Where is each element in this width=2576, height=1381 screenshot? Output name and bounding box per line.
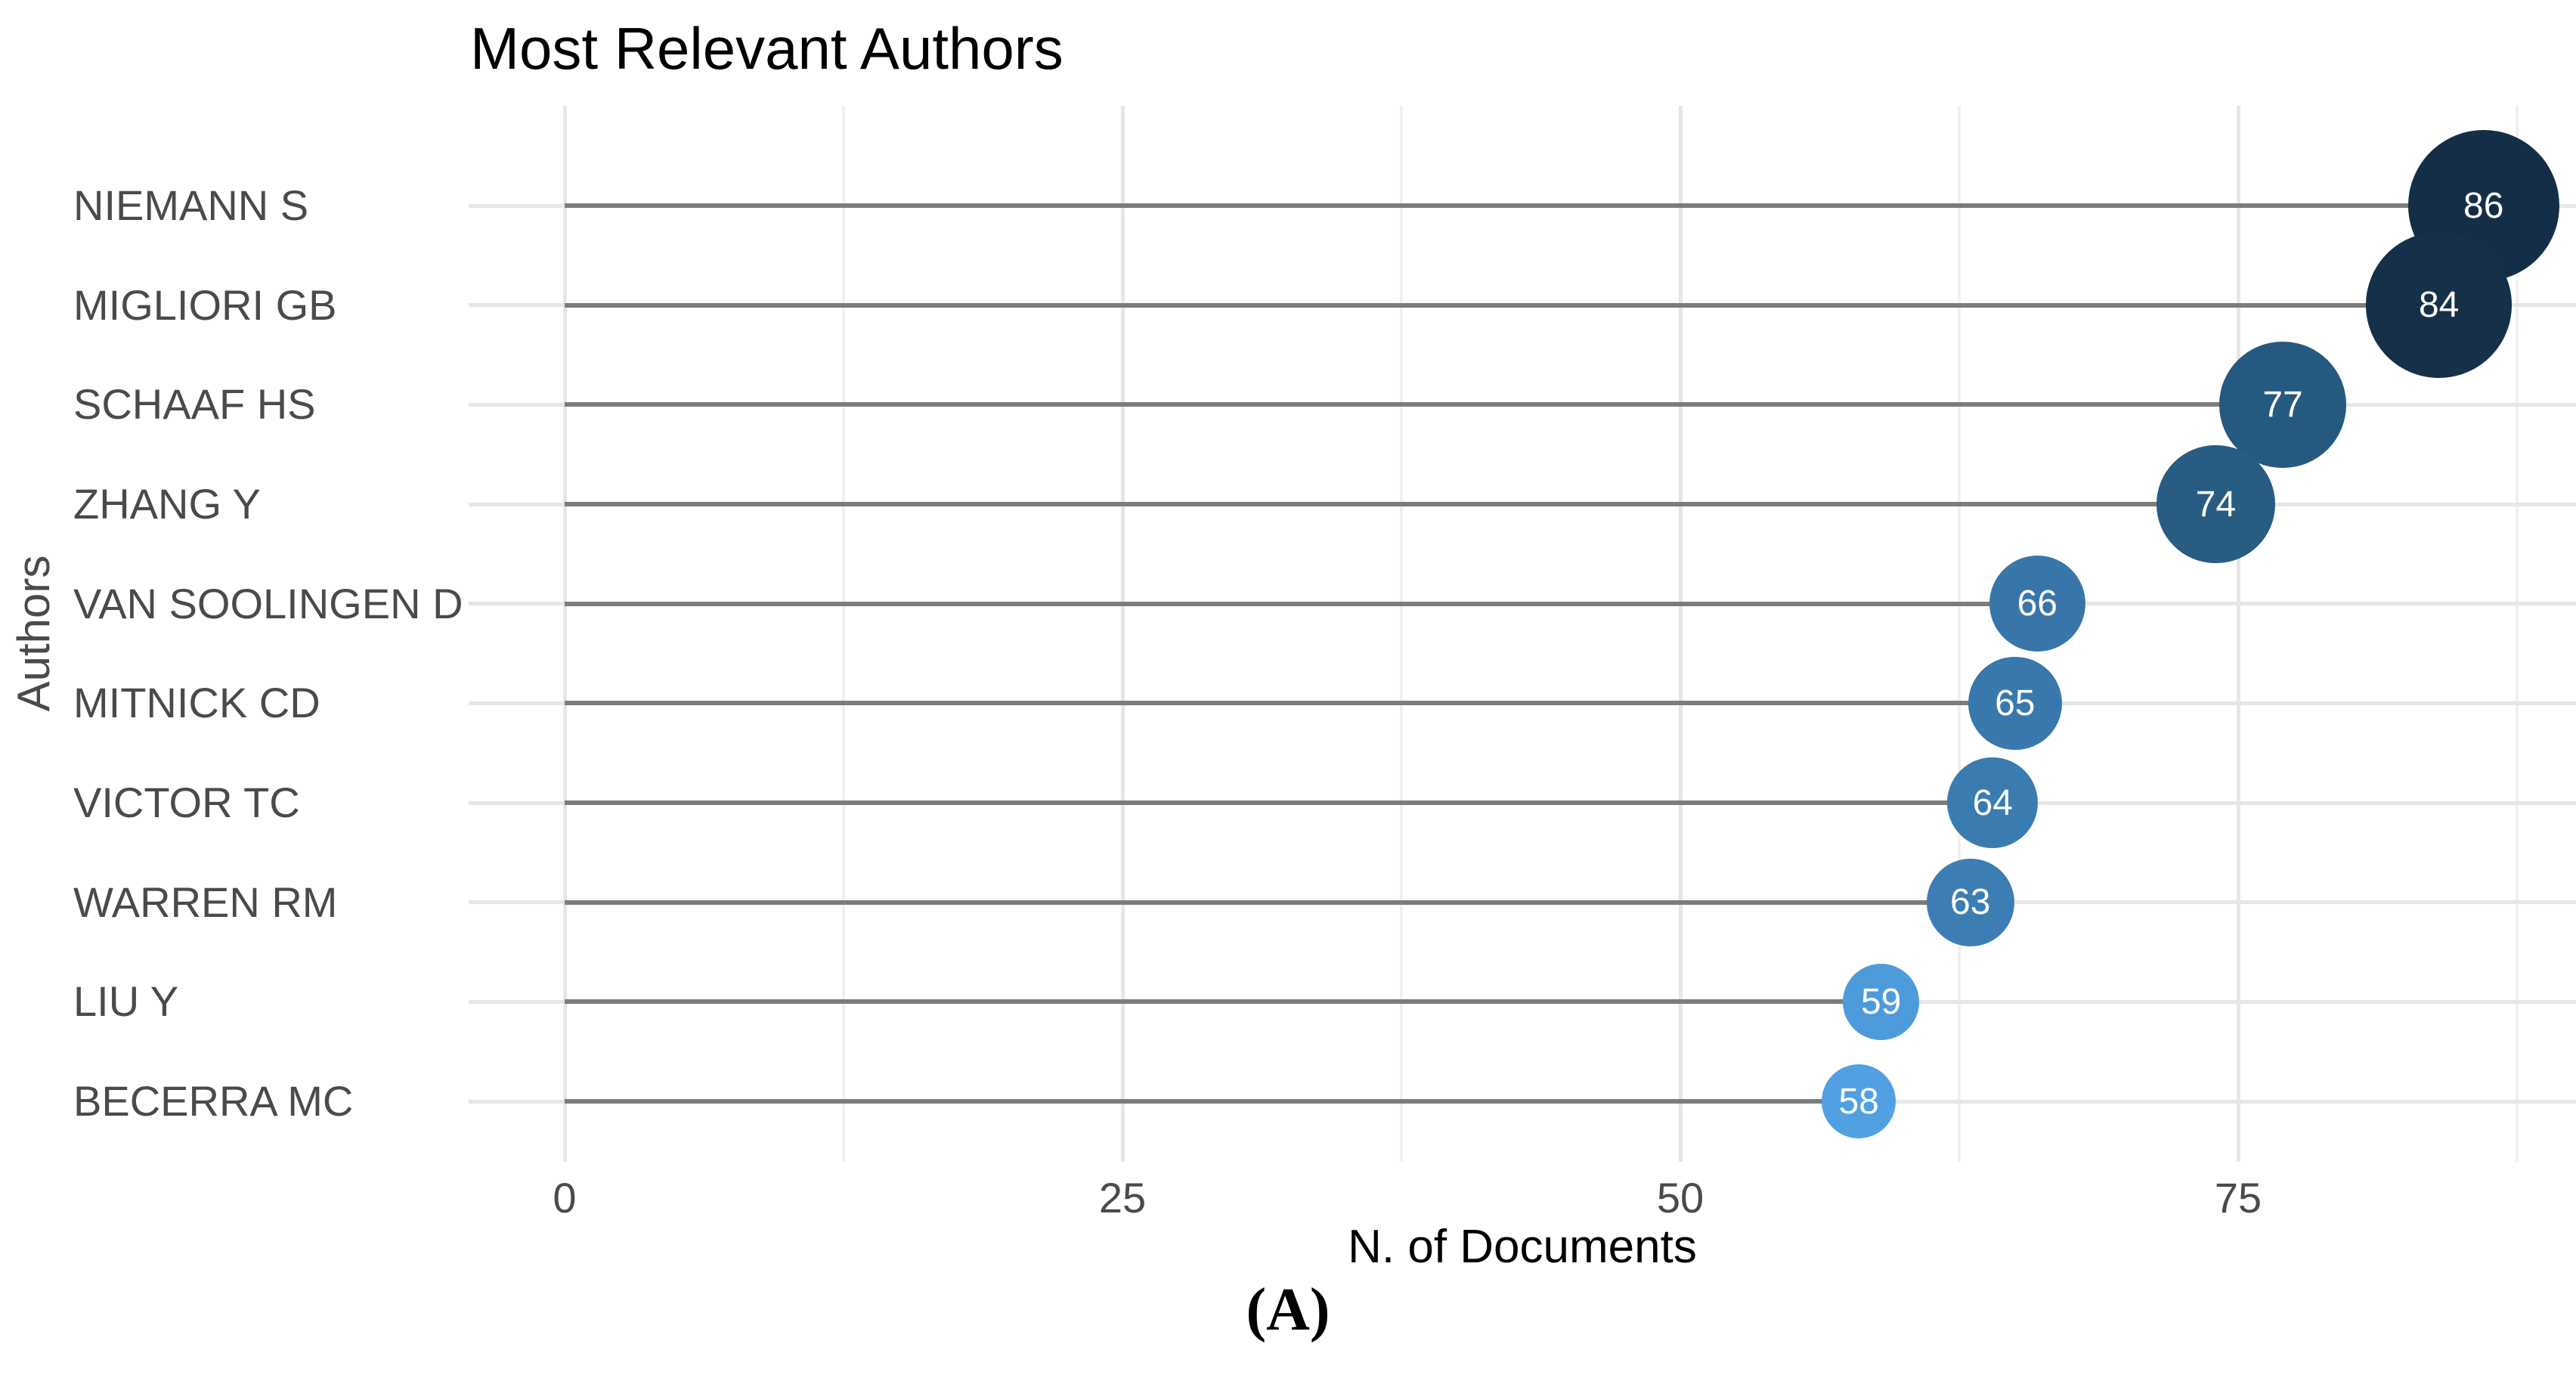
major-vertical-gridline <box>2236 106 2240 1162</box>
y-axis-title: Authors <box>8 555 59 712</box>
figure-caption: (A) <box>1246 1277 1330 1343</box>
lollipop-stem <box>565 800 1993 806</box>
lollipop-stem <box>565 601 2038 606</box>
document-count-bubble: 66 <box>1989 556 2085 652</box>
author-label: VICTOR TC <box>73 779 300 827</box>
document-count-bubble: 63 <box>1926 858 2014 946</box>
major-vertical-gridline <box>562 106 567 1162</box>
author-label: WARREN RM <box>73 878 338 926</box>
plot-panel: 86 84 77 74 66 65 64 63 59 58 <box>469 106 2576 1162</box>
lollipop-stem <box>565 502 2216 506</box>
lollipop-stem <box>565 402 2283 407</box>
lollipop-stem <box>565 701 2015 706</box>
lollipop-stem <box>565 999 1881 1005</box>
author-label: NIEMANN S <box>73 181 309 229</box>
lollipop-stem <box>565 203 2484 208</box>
x-tick-label: 0 <box>553 1174 577 1222</box>
minor-vertical-gridline <box>2516 106 2519 1162</box>
x-tick-label: 50 <box>1656 1174 1704 1222</box>
author-label: ZHANG Y <box>73 480 261 528</box>
author-label: LIU Y <box>73 977 179 1026</box>
author-label: MITNICK CD <box>73 679 320 727</box>
x-axis-title: N. of Documents <box>1348 1221 1697 1273</box>
document-count-bubble: 77 <box>2219 341 2346 468</box>
document-count-bubble: 64 <box>1947 757 2039 848</box>
document-count-bubble: 65 <box>1968 656 2062 751</box>
lollipop-stem <box>565 302 2439 308</box>
chart-title: Most Relevant Authors <box>470 15 1064 82</box>
minor-vertical-gridline <box>1400 106 1403 1162</box>
author-label: SCHAAF HS <box>73 380 316 429</box>
author-label: VAN SOOLINGEN D <box>73 579 463 627</box>
major-vertical-gridline <box>1678 106 1683 1162</box>
minor-vertical-gridline <box>1958 106 1961 1162</box>
document-count-bubble: 84 <box>2366 232 2513 379</box>
author-label: BECERRA MC <box>73 1077 354 1126</box>
minor-vertical-gridline <box>842 106 845 1162</box>
x-tick-label: 25 <box>1098 1174 1147 1222</box>
x-tick-label: 75 <box>2214 1174 2262 1222</box>
lollipop-stem <box>565 1099 1859 1104</box>
document-count-bubble: 74 <box>2156 444 2275 564</box>
lollipop-stem <box>565 900 1971 905</box>
document-count-bubble: 58 <box>1822 1064 1896 1139</box>
document-count-bubble: 59 <box>1842 963 1920 1041</box>
author-label: MIGLIORI GB <box>73 280 337 329</box>
major-vertical-gridline <box>1120 106 1125 1162</box>
